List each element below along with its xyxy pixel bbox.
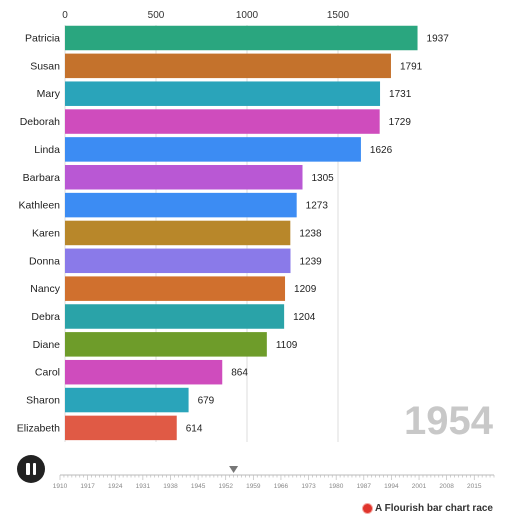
bar-karen bbox=[65, 220, 291, 246]
bar-diane bbox=[65, 332, 267, 357]
timeline-year-label: 2001 bbox=[412, 483, 427, 490]
bar-susan bbox=[65, 53, 391, 79]
bar-carol bbox=[65, 359, 223, 385]
value-label: 1305 bbox=[312, 173, 335, 184]
category-label: Barbara bbox=[23, 172, 61, 184]
value-label: 1204 bbox=[293, 312, 316, 323]
category-label: Nancy bbox=[30, 283, 61, 295]
category-label: Karen bbox=[32, 227, 60, 239]
bar-deborah bbox=[65, 109, 380, 134]
value-label: 1238 bbox=[299, 228, 322, 239]
pause-button[interactable] bbox=[17, 455, 45, 483]
bar-debra bbox=[65, 304, 285, 329]
category-label: Carol bbox=[35, 367, 60, 379]
timeline-year-label: 1931 bbox=[136, 483, 151, 490]
credit-text: A Flourish bar chart race bbox=[375, 502, 493, 514]
category-label: Elizabeth bbox=[17, 422, 60, 434]
timeline-year-label: 1980 bbox=[329, 483, 344, 490]
bar-barbara bbox=[65, 165, 303, 190]
category-label: Susan bbox=[30, 60, 60, 72]
bar-nancy bbox=[65, 276, 286, 301]
value-label: 1626 bbox=[370, 145, 393, 156]
bar-patricia bbox=[65, 25, 418, 51]
value-label: 1273 bbox=[306, 201, 329, 212]
timeline-year-label: 1973 bbox=[301, 483, 316, 490]
value-label: 1731 bbox=[389, 89, 412, 100]
flourish-logo-icon bbox=[363, 503, 372, 513]
bar-sharon bbox=[65, 387, 189, 413]
category-labels: Patricia Susan Mary Deborah Linda Barbara Kath… bbox=[17, 33, 61, 435]
category-label: Donna bbox=[29, 255, 60, 267]
category-label: Debra bbox=[31, 311, 60, 323]
timeline-year-label: 1917 bbox=[80, 483, 95, 490]
x-tick-label: 1000 bbox=[236, 10, 259, 21]
bar-donna bbox=[65, 248, 291, 274]
value-label: 1729 bbox=[389, 117, 412, 128]
timeline-handle[interactable] bbox=[229, 466, 239, 473]
value-label: 1209 bbox=[294, 284, 317, 295]
bars bbox=[65, 25, 418, 441]
x-tick-label: 0 bbox=[62, 10, 68, 21]
timeline-year-label: 1938 bbox=[163, 483, 178, 490]
timeline-year-label: 1987 bbox=[357, 483, 372, 490]
pause-icon bbox=[26, 463, 36, 475]
timeline-year-label: 1910 bbox=[53, 483, 68, 490]
category-label: Kathleen bbox=[19, 200, 61, 212]
timeline-year-label: 1966 bbox=[274, 483, 289, 490]
category-label: Linda bbox=[34, 144, 60, 156]
value-label: 614 bbox=[186, 423, 203, 434]
value-label: 864 bbox=[231, 368, 248, 379]
x-tick-label: 1500 bbox=[327, 10, 350, 21]
x-axis: 0 500 1000 1500 bbox=[62, 10, 349, 21]
timeline-year-label: 1945 bbox=[191, 483, 206, 490]
category-label: Diane bbox=[33, 339, 61, 351]
current-year-label: 1954 bbox=[404, 399, 494, 443]
timeline[interactable]: 1910 1917 1924 1931 1938 1945 1952 1959 1966 1973… bbox=[53, 466, 495, 490]
value-label: 1937 bbox=[427, 34, 450, 45]
timeline-year-label: 1994 bbox=[384, 483, 399, 490]
category-label: Mary bbox=[37, 88, 61, 100]
timeline-year-label: 2008 bbox=[439, 483, 454, 490]
category-label: Sharon bbox=[26, 395, 60, 407]
value-label: 1239 bbox=[299, 256, 322, 267]
bar-elizabeth bbox=[65, 415, 177, 441]
category-label: Deborah bbox=[20, 116, 60, 128]
bar-kathleen bbox=[65, 192, 297, 218]
timeline-year-label: 1924 bbox=[108, 483, 123, 490]
flourish-credit-link[interactable]: A Flourish bar chart race bbox=[363, 501, 493, 515]
bar-mary bbox=[65, 81, 381, 106]
timeline-year-label: 1952 bbox=[218, 483, 233, 490]
value-label: 679 bbox=[198, 396, 215, 407]
category-label: Patricia bbox=[25, 33, 60, 45]
value-label: 1791 bbox=[400, 61, 423, 72]
x-tick-label: 500 bbox=[148, 10, 165, 21]
value-labels: 1937 1791 1731 1729 1626 1305 1273 1238 1239 1209… bbox=[186, 34, 449, 435]
timeline-year-label: 2015 bbox=[467, 483, 482, 490]
value-label: 1109 bbox=[276, 340, 298, 351]
timeline-year-label: 1959 bbox=[246, 483, 261, 490]
bar-linda bbox=[65, 137, 361, 162]
